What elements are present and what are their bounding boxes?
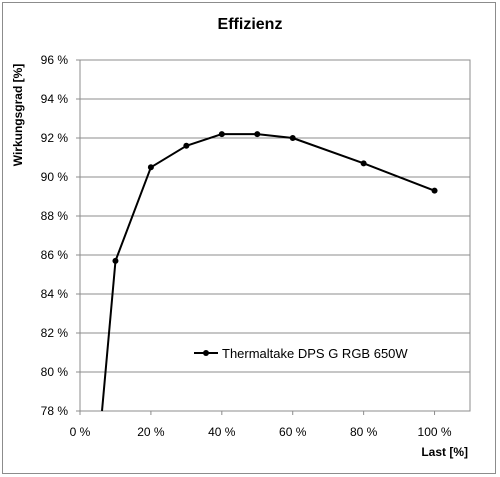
x-tick-label: 60 % — [279, 425, 307, 439]
legend-marker-icon — [203, 350, 209, 356]
y-tick-label: 82 % — [41, 326, 69, 340]
y-tick-label: 90 % — [41, 170, 69, 184]
y-tick-label: 94 % — [41, 92, 69, 106]
chart-frame — [2, 2, 496, 474]
y-tick-label: 96 % — [41, 53, 69, 67]
x-tick-label: 40 % — [208, 425, 236, 439]
data-point — [360, 160, 367, 167]
data-point — [254, 131, 261, 138]
data-point — [112, 257, 119, 264]
gridlines — [80, 98, 470, 373]
y-tick-label: 88 % — [41, 209, 69, 223]
y-tick-label: 92 % — [41, 131, 69, 145]
y-axis-label: Wirkungsgrad [%] — [11, 64, 25, 167]
data-point — [183, 142, 190, 149]
data-point — [431, 187, 438, 194]
y-tick-label: 78 % — [41, 404, 69, 418]
x-tick-label: 80 % — [350, 425, 378, 439]
y-tick-label: 80 % — [41, 365, 69, 379]
data-point — [218, 131, 225, 138]
data-point — [289, 135, 296, 141]
y-tick-label: 86 % — [41, 248, 69, 262]
legend: Thermaltake DPS G RGB 650W — [194, 346, 408, 361]
x-tick-label: 0 % — [70, 425, 91, 439]
chart-title: Effizienz — [218, 16, 283, 33]
plot-area — [79, 59, 471, 412]
x-axis-ticks: 0 % 20 % 40 % 60 % 80 % 100 % — [70, 411, 452, 439]
y-axis-ticks: 78 % 80 % 82 % 84 % 86 % 88 % 90 % 92 % 94 % 96 % — [41, 53, 80, 418]
x-tick-label: 20 % — [137, 425, 165, 439]
x-tick-label: 100 % — [418, 425, 452, 439]
x-axis-label: Last [%] — [421, 445, 468, 459]
series-layer — [101, 131, 438, 412]
data-point — [147, 164, 154, 171]
y-tick-label: 84 % — [41, 287, 69, 301]
legend-label: Thermaltake DPS G RGB 650W — [222, 346, 408, 361]
series-line-0 — [101, 133, 435, 412]
